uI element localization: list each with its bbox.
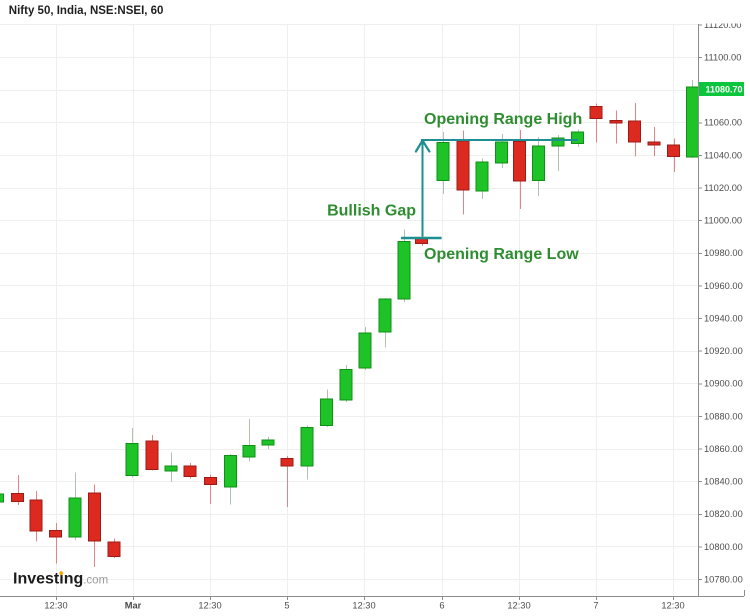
svg-text:12:30: 12:30 — [44, 601, 67, 611]
svg-text:12:30: 12:30 — [661, 601, 684, 611]
svg-text:Opening Range Low: Opening Range Low — [424, 246, 579, 263]
svg-text:10800.00: 10800.00 — [704, 542, 743, 552]
svg-text:10880.00: 10880.00 — [704, 411, 743, 421]
svg-text:10940.00: 10940.00 — [704, 313, 743, 323]
svg-text:10960.00: 10960.00 — [704, 281, 743, 291]
svg-text:11020.00: 11020.00 — [704, 183, 742, 193]
svg-text:Bullish Gap: Bullish Gap — [327, 203, 416, 220]
svg-text:11100.00: 11100.00 — [704, 53, 741, 63]
svg-text:11120.00: 11120.00 — [704, 20, 741, 30]
svg-text:11080.70: 11080.70 — [706, 84, 743, 94]
svg-text:11040.00: 11040.00 — [704, 150, 742, 160]
svg-text:12:30: 12:30 — [507, 601, 530, 611]
svg-text:12:30: 12:30 — [352, 601, 375, 611]
svg-text:10840.00: 10840.00 — [704, 477, 743, 487]
svg-text:5: 5 — [284, 601, 289, 611]
svg-text:10920.00: 10920.00 — [704, 346, 743, 356]
svg-text:Investıng.com: Investıng.com — [13, 571, 108, 588]
svg-text:Nifty 50, India, NSE:NSEI, 60: Nifty 50, India, NSE:NSEI, 60 — [9, 5, 164, 17]
svg-text:11060.00: 11060.00 — [704, 118, 742, 128]
svg-text:Opening Range High: Opening Range High — [424, 111, 582, 128]
svg-text:7: 7 — [593, 601, 598, 611]
svg-text:Mar: Mar — [125, 601, 142, 611]
svg-text:11000.00: 11000.00 — [704, 216, 742, 226]
svg-text:10900.00: 10900.00 — [704, 379, 743, 389]
svg-text:10820.00: 10820.00 — [704, 509, 743, 519]
svg-text:10980.00: 10980.00 — [704, 248, 743, 258]
svg-text:10860.00: 10860.00 — [704, 444, 743, 454]
svg-text:10780.00: 10780.00 — [704, 574, 743, 584]
svg-text:12:30: 12:30 — [198, 601, 221, 611]
svg-text:6: 6 — [439, 601, 444, 611]
